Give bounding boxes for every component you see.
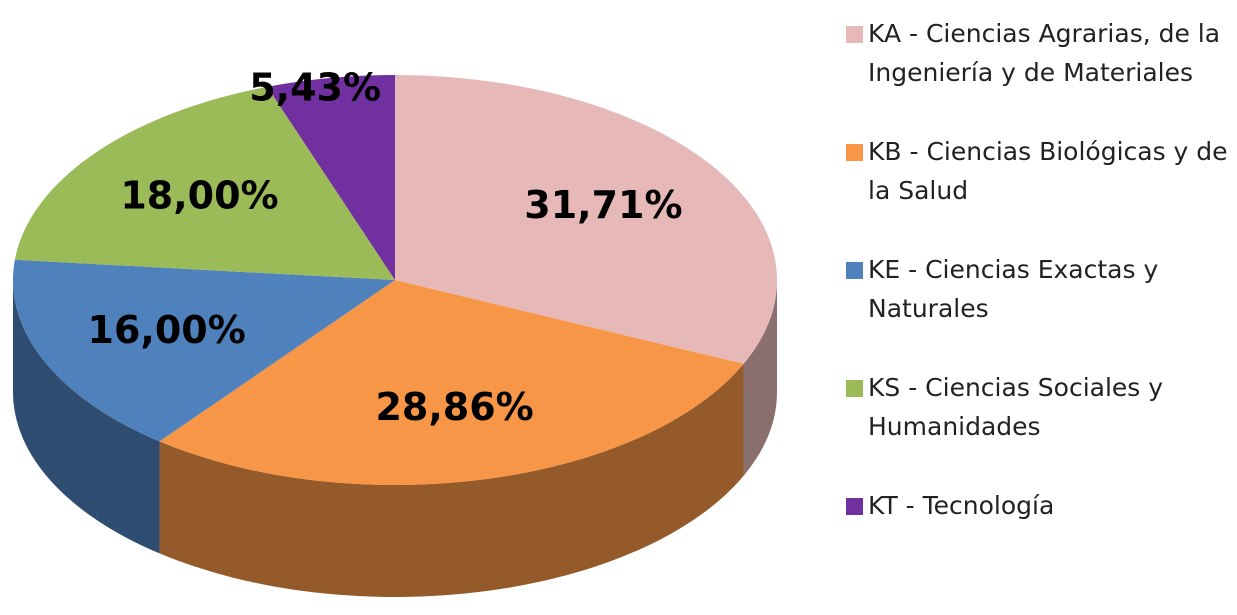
legend-label: KE - Ciencias Exactas y Naturales [868,255,1159,323]
legend-label: KT - Tecnología [868,491,1055,520]
data-label: 16,00% [88,308,246,352]
legend: KA - Ciencias Agrarias, de la Ingeniería… [846,14,1231,525]
legend-swatch [846,26,863,43]
slice [14,86,396,280]
data-label: 28,86% [375,385,533,429]
legend-item: KT - Tecnología [846,486,1231,525]
legend-swatch [846,498,863,515]
slice [395,75,777,364]
legend-item: KE - Ciencias Exactas y Naturales [846,250,1231,328]
data-label: 31,71% [524,183,682,227]
legend-item: KS - Ciencias Sociales y Humanidades [846,368,1231,446]
slice [13,259,396,442]
legend-item: KB - Ciencias Biológicas y de la Salud [846,132,1231,210]
legend-label: KS - Ciencias Sociales y Humanidades [868,373,1164,441]
slice-side [159,363,744,598]
legend-swatch [846,144,863,161]
data-label: 5,43% [249,65,381,109]
legend-item: KA - Ciencias Agrarias, de la Ingeniería… [846,14,1231,92]
slice-side [743,280,777,476]
data-label: 18,00% [120,173,278,217]
slice [267,75,395,280]
legend-swatch [846,262,863,279]
legend-swatch [846,380,863,397]
slice-side [13,280,160,554]
legend-label: KB - Ciencias Biológicas y de la Salud [868,137,1228,205]
chart: 31,71% 28,86% 16,00% 18,00% 5,43% [13,65,777,598]
legend-label: KA - Ciencias Agrarias, de la Ingeniería… [868,19,1221,87]
slice [159,280,744,485]
